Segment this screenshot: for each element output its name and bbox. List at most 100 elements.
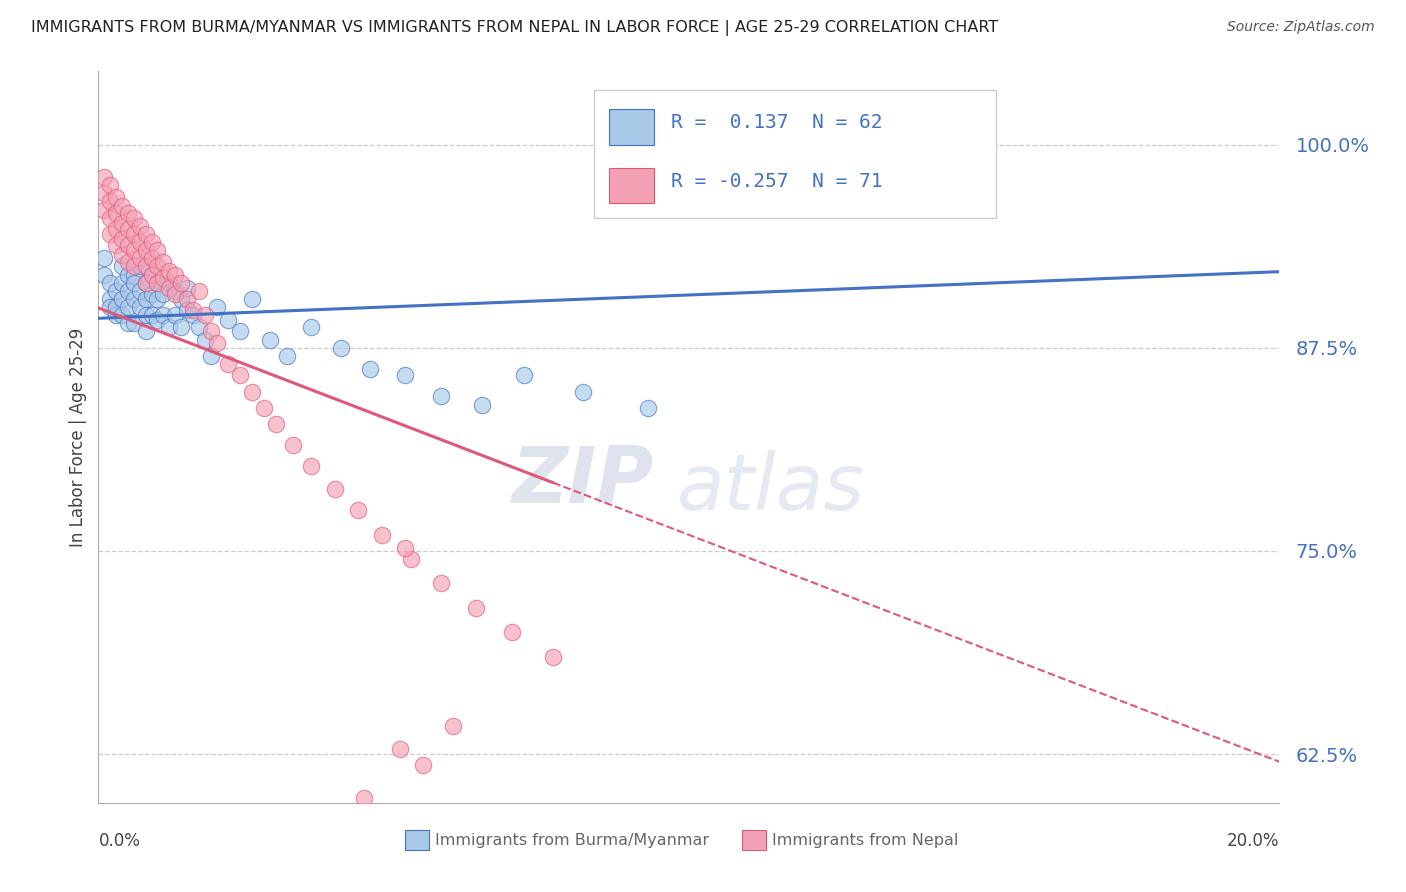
Point bbox=[98, 194, 121, 209]
Point bbox=[283, 438, 305, 452]
Bar bbox=[609, 168, 654, 203]
Point bbox=[117, 206, 139, 220]
Point bbox=[200, 325, 222, 339]
Point bbox=[105, 284, 128, 298]
Point bbox=[98, 300, 121, 314]
Point bbox=[637, 401, 659, 415]
Point bbox=[165, 284, 187, 298]
Point bbox=[146, 313, 169, 327]
Point bbox=[146, 276, 169, 290]
Point bbox=[111, 232, 134, 246]
Point bbox=[165, 287, 187, 301]
Point bbox=[571, 384, 593, 399]
Point bbox=[152, 287, 174, 301]
Point bbox=[329, 341, 352, 355]
Text: 0.0%: 0.0% bbox=[98, 832, 141, 850]
Point bbox=[299, 459, 322, 474]
Point bbox=[128, 300, 150, 314]
Point bbox=[111, 276, 134, 290]
Point bbox=[128, 252, 150, 266]
Point bbox=[135, 276, 157, 290]
Point bbox=[98, 178, 121, 193]
Point bbox=[229, 368, 252, 383]
Point bbox=[105, 206, 128, 220]
Point bbox=[240, 384, 263, 399]
Point bbox=[394, 541, 416, 555]
Point bbox=[264, 417, 287, 431]
Point bbox=[93, 186, 115, 201]
Point bbox=[205, 335, 228, 350]
Point bbox=[111, 260, 134, 274]
Text: atlas: atlas bbox=[678, 450, 865, 526]
Point bbox=[111, 248, 134, 262]
Point bbox=[105, 238, 128, 252]
Point bbox=[122, 316, 145, 330]
Point bbox=[122, 243, 145, 257]
Point bbox=[200, 349, 222, 363]
Point bbox=[135, 308, 157, 322]
Point bbox=[412, 758, 434, 772]
Point bbox=[176, 280, 198, 294]
Point bbox=[141, 308, 163, 322]
Point bbox=[105, 308, 128, 322]
Point bbox=[259, 333, 281, 347]
Point bbox=[512, 368, 534, 383]
Point bbox=[170, 276, 193, 290]
Point bbox=[111, 292, 134, 306]
Point bbox=[471, 398, 494, 412]
Point bbox=[217, 313, 239, 327]
Point bbox=[253, 401, 276, 415]
Text: Immigrants from Burma/Myanmar: Immigrants from Burma/Myanmar bbox=[434, 832, 709, 847]
Point bbox=[98, 211, 121, 225]
Bar bbox=[405, 830, 429, 850]
Point bbox=[128, 284, 150, 298]
Point bbox=[117, 222, 139, 236]
Point bbox=[135, 243, 157, 257]
Point bbox=[105, 222, 128, 236]
Point bbox=[501, 625, 523, 640]
Point bbox=[105, 300, 128, 314]
Point bbox=[93, 169, 115, 184]
Point bbox=[98, 227, 121, 241]
Point bbox=[117, 238, 139, 252]
Point bbox=[430, 389, 453, 403]
Bar bbox=[742, 830, 766, 850]
Point bbox=[128, 235, 150, 249]
Point bbox=[541, 649, 564, 664]
Point bbox=[146, 260, 169, 274]
Point bbox=[146, 292, 169, 306]
Point bbox=[152, 254, 174, 268]
Point bbox=[194, 333, 217, 347]
Point bbox=[165, 308, 187, 322]
Point bbox=[98, 276, 121, 290]
Point bbox=[299, 319, 322, 334]
Point bbox=[353, 791, 375, 805]
Text: ZIP: ZIP bbox=[512, 443, 654, 519]
Point bbox=[146, 243, 169, 257]
Point bbox=[98, 292, 121, 306]
Point bbox=[157, 319, 180, 334]
Point bbox=[128, 219, 150, 233]
Point bbox=[122, 292, 145, 306]
Point bbox=[323, 482, 346, 496]
Point bbox=[176, 303, 198, 318]
Point bbox=[465, 600, 488, 615]
Point bbox=[165, 268, 187, 282]
Point bbox=[141, 268, 163, 282]
Text: IMMIGRANTS FROM BURMA/MYANMAR VS IMMIGRANTS FROM NEPAL IN LABOR FORCE | AGE 25-2: IMMIGRANTS FROM BURMA/MYANMAR VS IMMIGRA… bbox=[31, 20, 998, 36]
Text: 20.0%: 20.0% bbox=[1227, 832, 1279, 850]
Point bbox=[347, 503, 370, 517]
Point bbox=[152, 270, 174, 285]
Point bbox=[135, 260, 157, 274]
Point bbox=[122, 268, 145, 282]
Bar bbox=[609, 110, 654, 145]
Point bbox=[141, 287, 163, 301]
Point bbox=[141, 268, 163, 282]
Text: Immigrants from Nepal: Immigrants from Nepal bbox=[772, 832, 957, 847]
Point bbox=[117, 300, 139, 314]
Point bbox=[93, 268, 115, 282]
Point bbox=[229, 325, 252, 339]
Point bbox=[441, 719, 464, 733]
Point bbox=[141, 235, 163, 249]
Point bbox=[117, 316, 139, 330]
